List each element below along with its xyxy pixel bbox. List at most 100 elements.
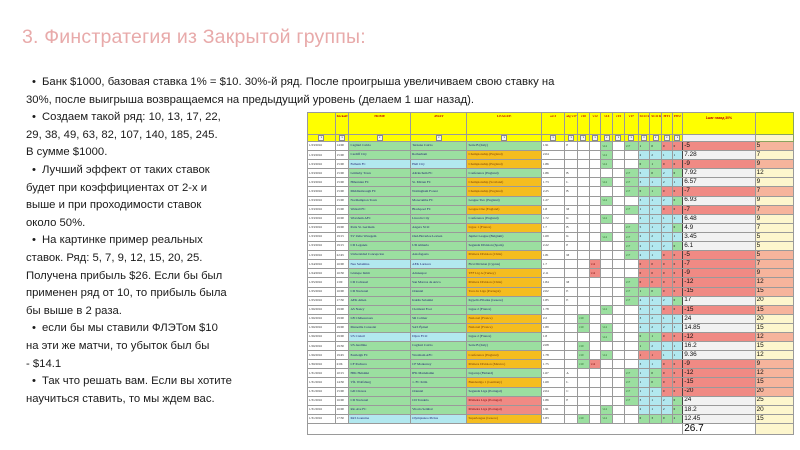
cell-away: Rotherham (410, 150, 468, 161)
cell-stake: 7 (754, 259, 795, 270)
column-filter-button[interactable]: ▾ (612, 134, 625, 142)
cell-profit: 14.85 (682, 322, 756, 333)
cell-league: Championship (England) (466, 150, 542, 161)
bullet-paragraph: • Банк $1000, базовая ставка 1% = $10. 30… (26, 74, 626, 92)
cell-v14: v14 (600, 304, 614, 315)
cell-o23: 1.67 (540, 368, 566, 379)
cell-v17: v17 (623, 140, 639, 152)
chevron-down-icon[interactable]: ▾ (628, 135, 635, 141)
cell-kickoff: 19:00 (334, 313, 350, 324)
cell-o23: 1.86 (540, 159, 566, 170)
column-filter-button[interactable]: ▾ (577, 134, 590, 142)
chevron-down-icon[interactable]: ▾ (674, 135, 681, 141)
sheet-header-row: Kickoff HOME AWAY LEAGUE o2.3 alg v17 v1… (307, 112, 795, 135)
column-filter-button[interactable]: ▾ (466, 134, 542, 142)
column-filter-button[interactable]: ▾ (348, 134, 412, 142)
column-filter-button[interactable]: ▾ (588, 134, 602, 142)
cell-stake: 15 (754, 322, 795, 333)
column-filter-button[interactable]: ▾ (540, 134, 566, 142)
bullet-paragraph: • если бы мы ставили ФЛЭТом $10 (26, 320, 326, 338)
cell-ht2: 0 (671, 159, 684, 170)
cell-v14: v14 (600, 213, 614, 224)
table-row: 1/25/2016 1:00 CD Cobresal San Marcos de Ar… (307, 277, 795, 288)
text-line: выше и при проходимости ставок (26, 199, 202, 212)
cell-v17: v17 (623, 286, 639, 297)
cell-v14 (600, 341, 614, 352)
column-filter-button[interactable]: ▾ (410, 134, 468, 142)
cell-v17 (623, 213, 639, 224)
column-filter-button[interactable]: ▾ (661, 134, 673, 142)
chevron-down-icon[interactable]: ▾ (339, 135, 346, 141)
col-score2: SCO RE2 (649, 112, 662, 135)
cell-stake: 9 (754, 159, 795, 170)
table-row: 1/26/2016 19:00 LB Châteauroux SR Colmar Nat… (307, 313, 795, 324)
table-row: 1/23/2016 16:00 Wrexham AFC Lincoln City Con… (307, 213, 795, 224)
cell-o23: 1.91 (540, 140, 566, 152)
column-filter-button[interactable]: ▾ (649, 134, 662, 142)
cell-v10 (577, 195, 590, 206)
cell-v17 (623, 150, 639, 161)
cell-stake: 7 (754, 150, 795, 161)
cell-stake: 15 (754, 341, 795, 352)
col-v10: v10 (577, 112, 590, 135)
column-filter-button[interactable] (754, 134, 795, 142)
cell-alg: M (564, 204, 579, 215)
cell-score1: 1 (637, 386, 651, 397)
cell-v15 (612, 368, 625, 379)
chevron-down-icon[interactable]: ▾ (568, 135, 575, 141)
chevron-down-icon[interactable]: ▾ (663, 135, 670, 141)
column-filter-button[interactable]: ▾ (623, 134, 639, 142)
text-line: будет при коэффициентах от 2-х и (26, 181, 208, 194)
cell-away: Antofagasta (410, 250, 468, 261)
column-filter-button[interactable]: ▾ (307, 134, 336, 142)
cell-v10 (577, 250, 590, 261)
cell-kickoff: 19:15 (334, 231, 350, 243)
chevron-down-icon[interactable]: ▾ (640, 135, 647, 141)
cell-v12 (588, 295, 602, 306)
cell-league: Primera Division (Mexico) (466, 359, 542, 370)
chevron-down-icon[interactable]: ▾ (592, 135, 599, 141)
chevron-down-icon[interactable]: ▾ (550, 135, 557, 141)
cell-kickoff: 15:00 (334, 386, 350, 397)
cell-ht2: 0 (671, 404, 684, 415)
text-line: Получена прибыль $26. Если бы был (26, 269, 223, 282)
cell-home: GD Chaves (348, 386, 412, 397)
cell-profit: -15 (682, 286, 756, 297)
cell-v17 (623, 195, 639, 206)
cell-v10 (577, 222, 590, 233)
cell-ht1: 0 (661, 140, 673, 152)
chevron-down-icon[interactable]: ▾ (501, 135, 508, 141)
cell-alg: M (564, 277, 579, 288)
bullet-icon: • (32, 234, 36, 247)
column-filter-button[interactable]: ▾ (334, 134, 350, 142)
chevron-down-icon[interactable]: ▾ (603, 135, 610, 141)
cell-v15 (612, 377, 625, 388)
cell-ht1: 0 (661, 268, 673, 279)
cell-score1: 0 (637, 413, 651, 424)
chevron-down-icon[interactable]: ▾ (376, 135, 383, 141)
chevron-down-icon[interactable]: ▾ (615, 135, 622, 141)
column-filter-button[interactable]: ▾ (637, 134, 651, 142)
column-filter-button[interactable]: ▾ (564, 134, 579, 142)
chevron-down-icon[interactable]: ▾ (580, 135, 587, 141)
cell-score2: 1 (649, 386, 662, 397)
sheet-filter-row[interactable]: ▾ ▾ ▾ ▾ ▾ ▾ ▾ ▾ ▾ ▾ ▾ ▾ ▾ ▾ ▾ ▾ (307, 134, 795, 142)
cell-home: Göztepe Izmir (348, 268, 412, 279)
chevron-down-icon[interactable]: ▾ (318, 135, 325, 141)
column-filter-button[interactable]: ▾ (671, 134, 684, 142)
cell-home: CD Cobresal (348, 277, 412, 288)
cell-profit: 6.57 (682, 177, 756, 188)
column-filter-button[interactable] (682, 134, 756, 142)
cell-stake: 12 (754, 331, 795, 343)
cell-kickoff: 16:00 (334, 395, 350, 406)
column-filter-button[interactable]: ▾ (600, 134, 614, 142)
cell-away: Wrexham AFC (410, 350, 468, 361)
cell-score1: 0 (637, 259, 651, 270)
cell-v17: v17 (623, 368, 639, 379)
chevron-down-icon[interactable]: ▾ (435, 135, 442, 141)
cell-home: Walsall FC (348, 204, 412, 215)
chevron-down-icon[interactable]: ▾ (652, 135, 659, 141)
cell-ht1: 0 (661, 204, 673, 215)
cell-v10 (577, 286, 590, 297)
cell-ht1: 1 (661, 213, 673, 224)
